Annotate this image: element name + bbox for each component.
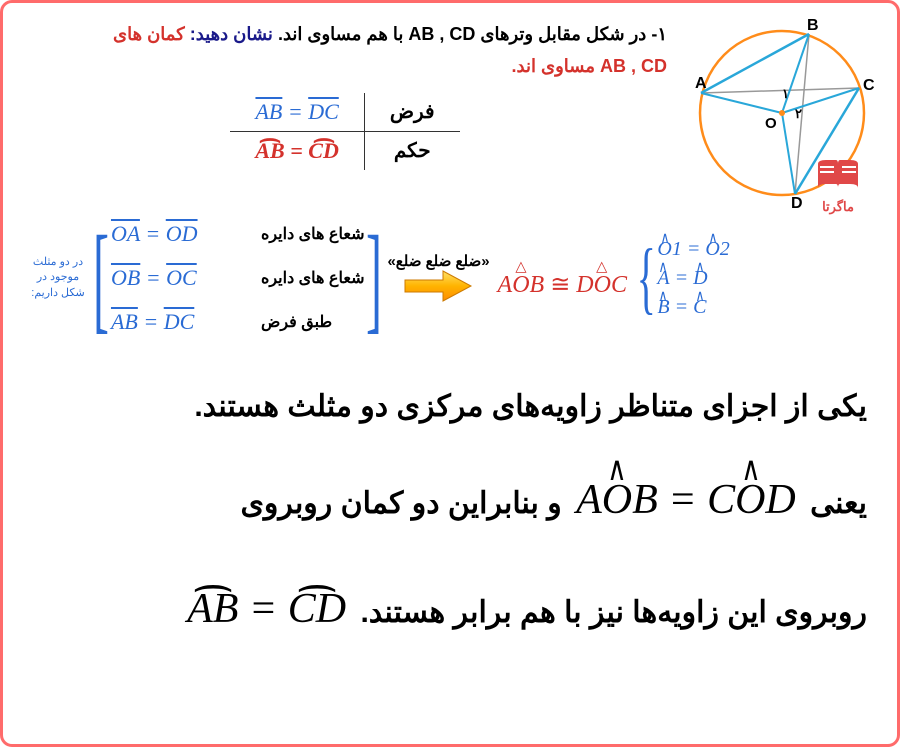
- arrow-column: «ضلع ضلع ضلع»: [387, 252, 489, 305]
- result-row-0: O1 = O2: [657, 238, 729, 261]
- angle-2: ۲: [795, 106, 802, 121]
- bottom-line3: روبروی این زاویه‌ها نیز با هم برابر هستن…: [33, 555, 867, 664]
- mid-section: در دو مثلث موجود در شکل داریم: [ OA = OD…: [3, 208, 897, 343]
- right-bracket: ]: [366, 213, 382, 343]
- bracket-row-2: AB = DC طبق فرض: [111, 309, 365, 335]
- prove-r3: مساوی اند.: [512, 56, 595, 76]
- bracket-content: OA = OD شعاع های دایره OB = OC شعاع های …: [106, 213, 370, 343]
- angle-1: ۱: [782, 86, 789, 101]
- result-brace: { O1 = O2 A = D B = C: [635, 238, 730, 319]
- result-list: O1 = O2 A = D B = C: [657, 238, 729, 319]
- arrow-icon: [403, 267, 473, 305]
- result-row-2: B = C: [657, 296, 729, 319]
- logo-text: ماگرتا: [814, 199, 862, 215]
- center-dot: [779, 110, 785, 116]
- problem-chords: AB , CD: [408, 24, 475, 44]
- problem-number: ۱-: [651, 24, 667, 44]
- label-o: O: [765, 115, 777, 132]
- top-section: A B C D O ۱ ۲ ۱- در شکل مقابل وترهای AB …: [3, 3, 897, 208]
- label-b: B: [807, 18, 819, 34]
- given-table: فرض AB = DC حکم AB = CD: [230, 93, 459, 170]
- chord-ac-gray: [701, 88, 859, 93]
- problem-t1: در شکل مقابل وترهای: [480, 24, 646, 44]
- radius-od: [782, 113, 795, 194]
- prove-r1: کمان های: [113, 24, 185, 44]
- radius-oa: [701, 93, 782, 113]
- left-bracket: [: [93, 213, 109, 343]
- given-label: فرض: [364, 93, 459, 132]
- bracket-row-0: OA = OD شعاع های دایره: [111, 221, 365, 247]
- bottom-line2: یعنی AOB = COD و بنابراین دو کمان روبروی: [33, 446, 867, 555]
- label-c: C: [863, 77, 875, 94]
- prove-r2: AB , CD: [600, 56, 667, 76]
- side-note: در دو مثلث موجود در شکل داریم:: [28, 255, 88, 301]
- claim-eq: AB = CD: [230, 131, 364, 170]
- problem-t2: با هم مساوی اند.: [278, 24, 403, 44]
- prove-label: نشان دهید:: [190, 24, 273, 44]
- given-eq: AB = DC: [230, 93, 364, 132]
- bracket-row-1: OB = OC شعاع های دایره: [111, 265, 365, 291]
- bottom-text: یکی از اجزای متناظر زاویه‌های مرکزی دو م…: [3, 343, 897, 679]
- book-icon: [814, 158, 862, 194]
- logo: ماگرتا: [814, 158, 862, 215]
- problem-text: ۱- در شکل مقابل وترهای AB , CD با هم مسا…: [23, 18, 667, 208]
- left-brace: {: [637, 238, 656, 318]
- congruence: AOB ≅ DOC: [498, 258, 627, 299]
- result-row-1: A = D: [657, 267, 729, 290]
- label-a: A: [695, 75, 707, 92]
- label-d: D: [791, 195, 803, 208]
- claim-label: حکم: [364, 131, 459, 170]
- bracket-block: [ OA = OD شعاع های دایره OB = OC شعاع ها…: [96, 213, 379, 343]
